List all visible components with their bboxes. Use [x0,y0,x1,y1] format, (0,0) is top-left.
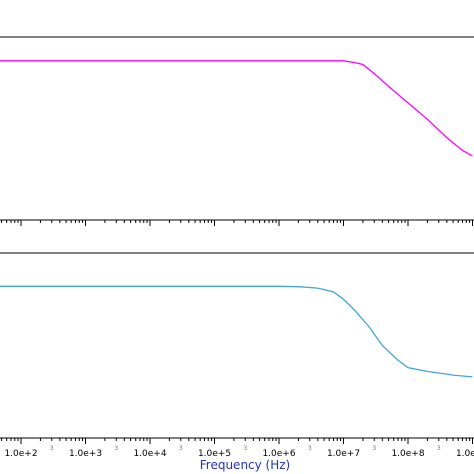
x-minor-tick-label: 3 [179,445,183,452]
x-tick-label: 1.0e+9 [456,449,474,459]
phase-panel [0,252,474,444]
x-tick-label: 1.0e+3 [69,449,102,459]
x-tick-label: 1.0e+4 [133,449,166,459]
x-minor-tick-label: 3 [50,445,54,452]
x-tick-label: 1.0e+6 [262,449,295,459]
top-series-line-0 [0,60,473,157]
x-minor-tick-label: 3 [114,445,118,452]
x-minor-tick-label: 3 [308,445,312,452]
x-tick-label: 1.0e+2 [4,449,37,459]
x-minor-tick-label: 3 [243,445,247,452]
bottom-series-line-0 [0,285,473,378]
frequency-axis: 1.0e+2 1.0e+3 1.0e+4 1.0e+5 1.0e+6 1.0e+7 1.0e… [4,445,474,459]
x-tick-label: 1.0e+5 [198,449,231,459]
magnitude-panel [0,36,474,226]
x-tick-label: 1.0e+7 [327,449,360,459]
x-minor-tick-label: 3 [372,445,376,452]
x-minor-tick-label: 3 [437,445,441,452]
x-tick-label: 1.0e+8 [391,449,424,459]
x-axis-label: Frequency (Hz) [200,458,291,472]
